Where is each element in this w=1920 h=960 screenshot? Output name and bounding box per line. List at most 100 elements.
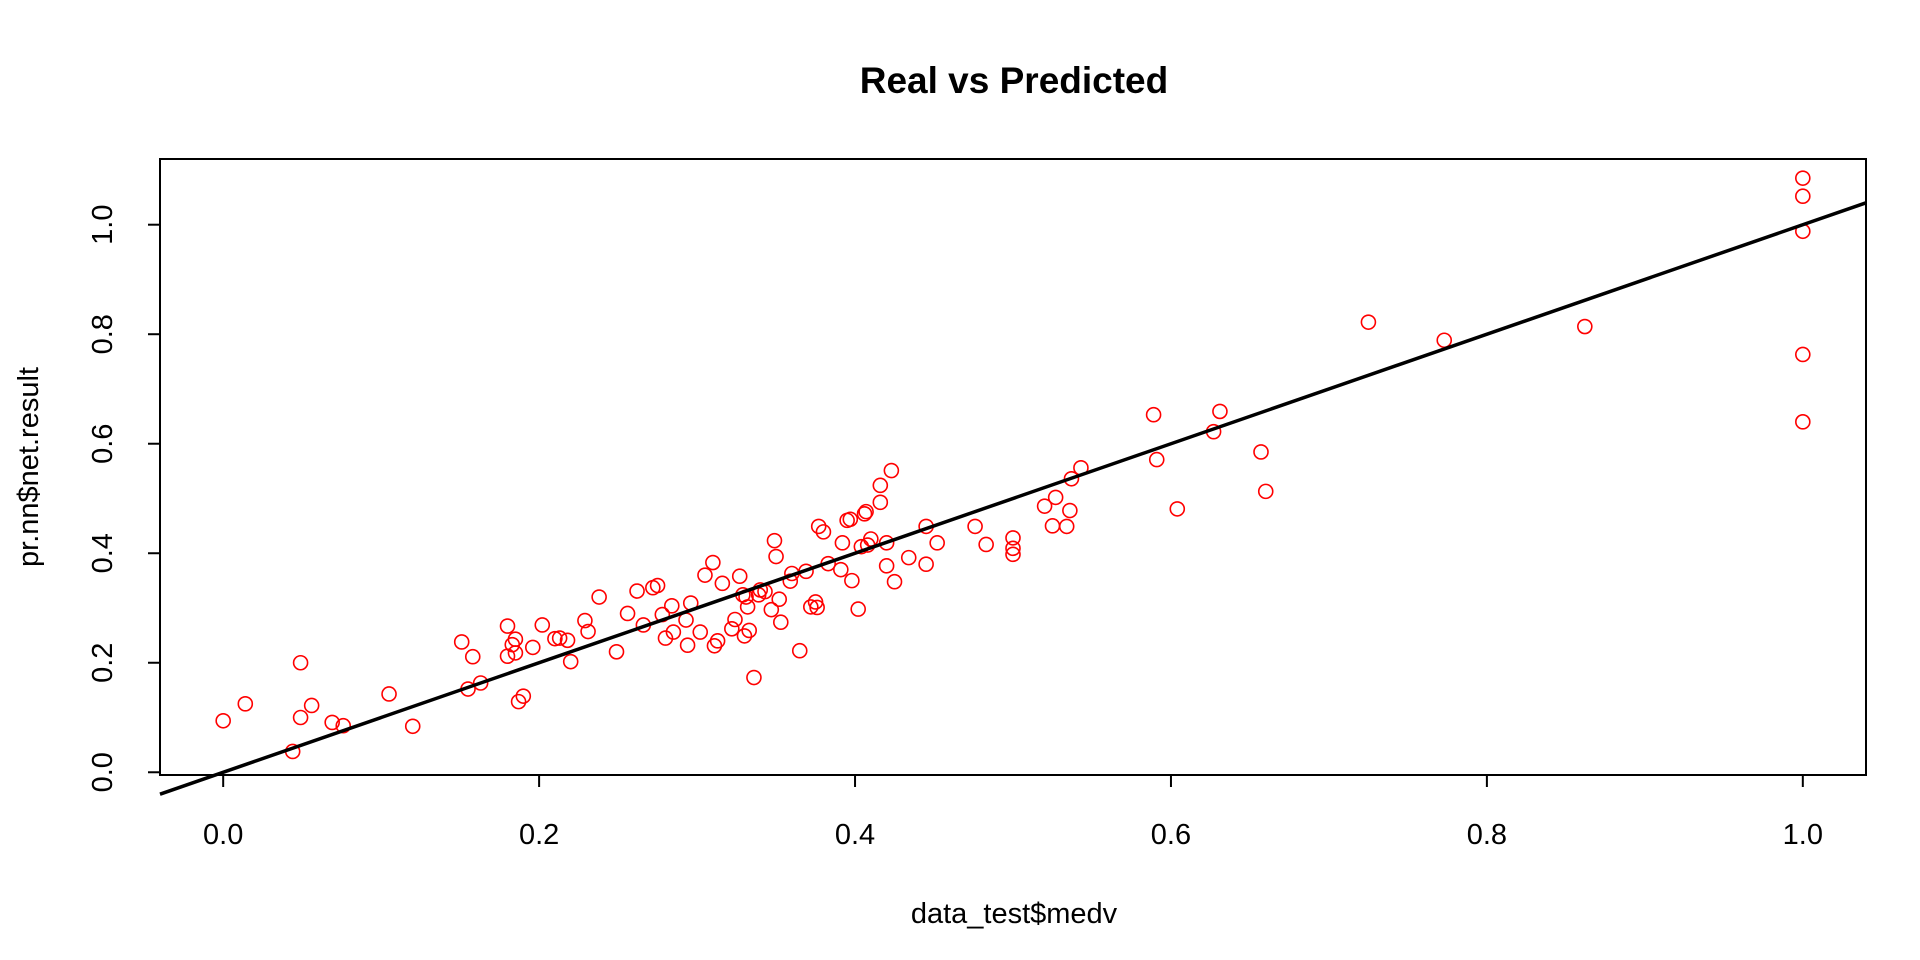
data-point bbox=[453, 634, 470, 650]
y-tick-label: 1.0 bbox=[87, 205, 119, 245]
x-axis-label: data_test$medv bbox=[911, 898, 1118, 930]
data-point bbox=[714, 575, 731, 592]
y-tick-label: 0.6 bbox=[87, 424, 119, 464]
data-point bbox=[858, 503, 874, 520]
data-point bbox=[772, 614, 789, 631]
data-point bbox=[692, 624, 709, 640]
data-point bbox=[657, 630, 674, 646]
x-tick-label: 0.6 bbox=[1151, 819, 1191, 851]
data-point bbox=[1148, 451, 1165, 468]
y-tick-label: 0.0 bbox=[87, 752, 119, 792]
data-point bbox=[731, 568, 748, 585]
data-point bbox=[1795, 170, 1811, 186]
data-point bbox=[1036, 498, 1053, 514]
data-point bbox=[1005, 530, 1021, 546]
data-point bbox=[929, 535, 945, 551]
data-point bbox=[815, 524, 832, 540]
data-point bbox=[768, 548, 784, 565]
data-point bbox=[746, 669, 762, 686]
data-point bbox=[883, 462, 900, 479]
x-axis: 0.0 0.2 0.4 0.6 0.8 1.0 bbox=[203, 774, 1823, 851]
data-point bbox=[292, 709, 309, 726]
y-tick-label: 0.2 bbox=[87, 643, 119, 683]
data-point bbox=[324, 714, 340, 731]
data-point bbox=[918, 556, 934, 572]
data-point bbox=[1169, 501, 1186, 517]
data-point bbox=[872, 494, 889, 511]
data-point bbox=[1063, 470, 1080, 487]
data-point bbox=[705, 554, 721, 571]
data-point bbox=[619, 605, 636, 622]
data-point bbox=[1257, 483, 1274, 500]
data-point bbox=[665, 624, 682, 640]
data-point bbox=[771, 591, 788, 608]
data-point bbox=[580, 623, 596, 640]
data-point bbox=[524, 639, 541, 656]
data-point bbox=[872, 477, 889, 494]
data-point bbox=[900, 549, 917, 566]
data-point bbox=[608, 643, 625, 660]
data-point bbox=[1047, 489, 1064, 506]
data-point bbox=[649, 577, 666, 594]
data-point bbox=[878, 535, 895, 551]
data-point bbox=[850, 601, 866, 617]
y-tick-label: 0.4 bbox=[87, 533, 119, 573]
data-point bbox=[1577, 318, 1593, 335]
data-point bbox=[978, 536, 994, 553]
data-point bbox=[679, 637, 696, 654]
data-point bbox=[739, 599, 756, 615]
data-point bbox=[1360, 314, 1377, 330]
data-point bbox=[237, 696, 254, 712]
data-point bbox=[724, 621, 740, 637]
reference-line bbox=[159, 201, 1867, 796]
y-axis-label: pr.nn$net.result bbox=[13, 367, 45, 567]
data-point bbox=[803, 599, 819, 615]
data-point bbox=[1212, 403, 1228, 420]
data-point bbox=[215, 712, 231, 729]
data-point bbox=[727, 611, 743, 628]
data-point bbox=[404, 718, 421, 735]
data-point bbox=[472, 675, 489, 691]
x-tick-label: 0.2 bbox=[519, 819, 559, 851]
data-point bbox=[534, 617, 551, 633]
data-point bbox=[853, 538, 870, 555]
data-point bbox=[1062, 502, 1078, 519]
data-point bbox=[1795, 188, 1811, 205]
data-point bbox=[1795, 414, 1811, 430]
data-point bbox=[809, 599, 825, 616]
data-point bbox=[303, 697, 320, 714]
data-point bbox=[591, 589, 607, 605]
data-point bbox=[842, 511, 859, 528]
y-tick-label: 0.8 bbox=[87, 314, 119, 354]
reference-line-layer bbox=[159, 201, 1867, 796]
data-point bbox=[834, 535, 851, 551]
data-point bbox=[886, 573, 903, 590]
data-point bbox=[663, 598, 680, 614]
data-point bbox=[763, 601, 780, 618]
data-point bbox=[766, 532, 783, 549]
data-point bbox=[499, 618, 516, 634]
x-tick-label: 1.0 bbox=[1783, 819, 1823, 851]
data-point bbox=[335, 717, 352, 734]
data-point bbox=[741, 622, 758, 639]
chart-title: Real vs Predicted bbox=[860, 60, 1168, 101]
data-point bbox=[551, 630, 568, 646]
x-tick-label: 0.4 bbox=[835, 819, 875, 851]
data-point bbox=[547, 630, 563, 647]
y-axis: 0.0 0.2 0.4 0.6 0.8 1.0 bbox=[87, 205, 161, 792]
data-point bbox=[577, 612, 593, 629]
data-point bbox=[629, 583, 645, 599]
data-points bbox=[215, 170, 1811, 760]
data-point bbox=[736, 628, 753, 644]
data-point bbox=[559, 632, 576, 649]
data-point bbox=[464, 648, 481, 665]
data-point bbox=[507, 645, 524, 661]
data-point bbox=[1058, 518, 1075, 535]
data-point bbox=[967, 518, 983, 535]
x-tick-label: 0.8 bbox=[1467, 819, 1507, 851]
data-point bbox=[1145, 406, 1162, 423]
data-point bbox=[810, 518, 827, 535]
data-point bbox=[1795, 346, 1811, 363]
